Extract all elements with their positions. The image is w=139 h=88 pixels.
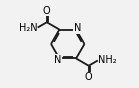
Text: O: O [43,6,51,16]
Text: O: O [85,72,92,82]
Text: N: N [54,55,62,65]
Text: NH₂: NH₂ [98,55,117,65]
Text: H₂N: H₂N [19,23,37,33]
Text: N: N [74,23,81,33]
